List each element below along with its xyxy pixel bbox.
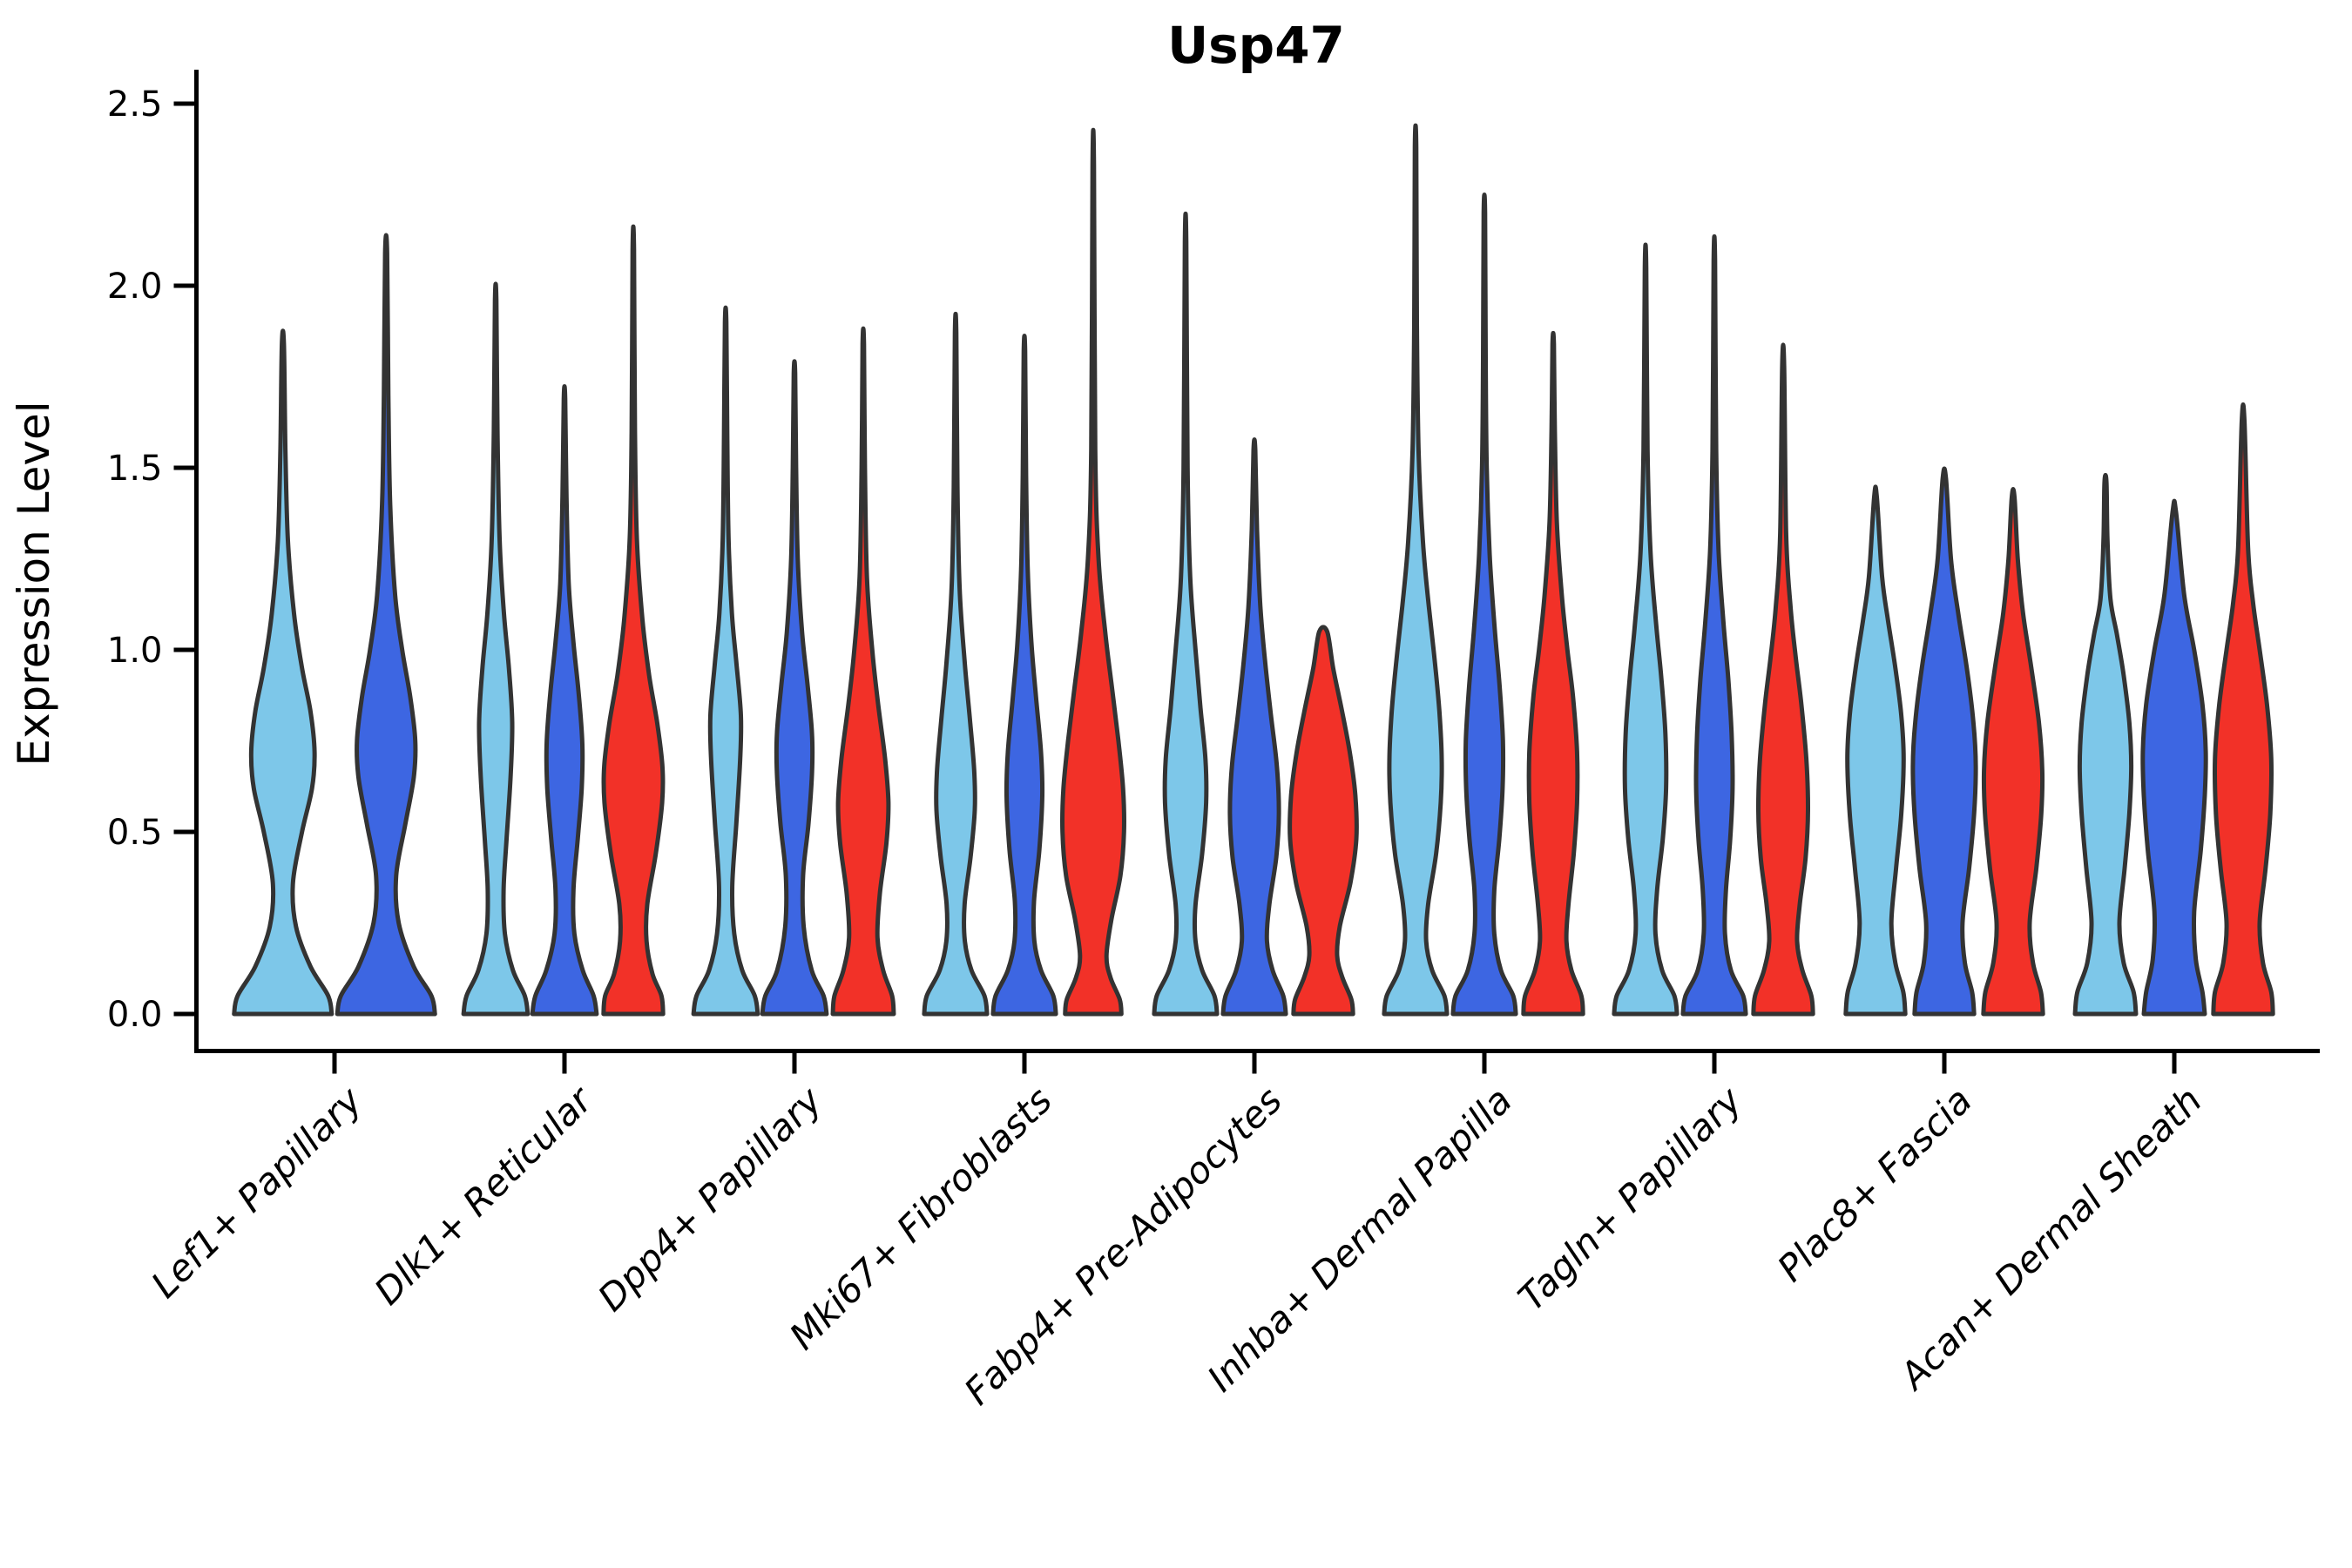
violin-red	[830, 326, 896, 1017]
violin-light-blue	[1843, 484, 1908, 1017]
y-tick-label: 1.0	[107, 631, 163, 671]
violin-royal-blue	[2140, 498, 2208, 1017]
chart-title: Usp47	[1167, 16, 1345, 75]
violin-red	[1751, 342, 1815, 1017]
violin-royal-blue	[1910, 466, 1978, 1017]
violin-light-blue	[691, 305, 760, 1017]
violin-royal-blue	[990, 334, 1058, 1017]
violin-royal-blue	[1450, 192, 1518, 1017]
violin-royal-blue	[760, 359, 829, 1017]
y-tick-label: 1.5	[107, 449, 163, 489]
violin-red	[2211, 402, 2275, 1017]
violin-light-blue	[232, 328, 335, 1017]
violin-light-blue	[1612, 242, 1680, 1017]
violin-light-blue	[461, 281, 531, 1017]
violin-royal-blue	[335, 233, 437, 1017]
x-tick-label: Dlk1+ Reticular	[366, 1077, 602, 1313]
y-tick-label: 2.5	[107, 84, 163, 125]
violin-royal-blue	[1220, 437, 1288, 1017]
violins-layer	[232, 123, 2275, 1017]
axes-layer	[173, 70, 2320, 1074]
x-tick-label: Lef1+ Papillary	[143, 1078, 371, 1307]
violin-royal-blue	[1680, 234, 1748, 1017]
violin-red	[1288, 625, 1359, 1017]
violin-light-blue	[2072, 472, 2139, 1017]
violin-light-blue	[922, 311, 990, 1017]
violin-red	[1521, 330, 1585, 1017]
y-tick-label: 0.0	[107, 995, 163, 1035]
violin-red	[1981, 487, 2045, 1017]
y-tick-labels: 0.0 0.5 1.0 1.5 2.0 2.5	[107, 84, 163, 1035]
x-tick-label: Tagln+ Papillary	[1510, 1078, 1751, 1320]
violin-royal-blue	[530, 384, 599, 1017]
y-axis-label: Expression Level	[9, 401, 59, 766]
x-tick-label: Plac8+ Fascia	[1769, 1078, 1980, 1289]
violin-light-blue	[1382, 123, 1450, 1017]
x-tick-label: Dpp4+ Papillary	[590, 1078, 831, 1320]
violin-red	[601, 224, 666, 1017]
y-tick-label: 2.0	[107, 267, 163, 307]
violin-red	[1060, 128, 1126, 1017]
y-tick-label: 0.5	[107, 813, 163, 853]
x-tick-label: Mki67+ Fibroblasts	[781, 1078, 1060, 1357]
violin-light-blue	[1152, 211, 1220, 1017]
